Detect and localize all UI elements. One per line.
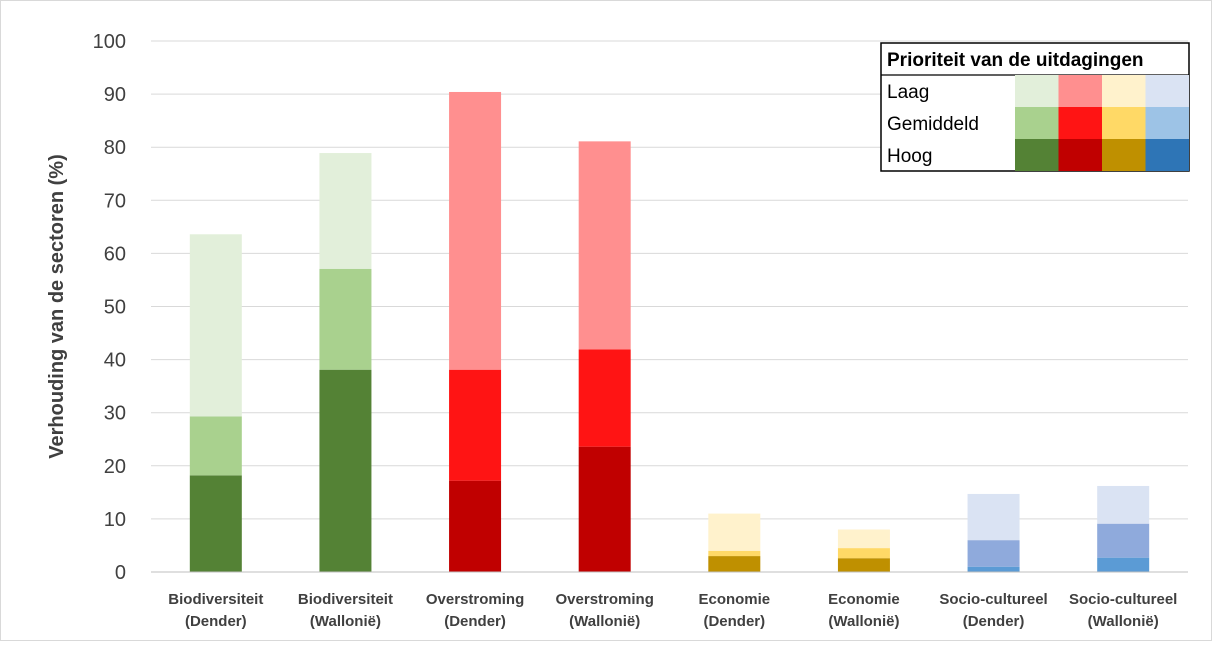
bar-segment-laag [449, 91, 502, 370]
bar-segment-hoog [967, 566, 1020, 572]
bar-segment-laag [189, 234, 242, 417]
bar-segment-gemiddeld [189, 416, 242, 476]
x-axis-ticks: Biodiversiteit (Dender) Biodiversiteit (Wal… [168, 591, 1177, 630]
bar-segment-hoog [449, 480, 502, 572]
bar-segment-gemiddeld [967, 540, 1020, 567]
legend-swatch [1145, 107, 1189, 139]
bar-segment-hoog [319, 369, 372, 572]
y-axis-label: Verhouding van de sectoren (%) [46, 154, 68, 459]
bar-segment-gemiddeld [449, 369, 502, 481]
bar-segment-gemiddeld [1097, 523, 1150, 558]
legend-row-label: Hoog [887, 146, 932, 167]
legend-swatch [1102, 107, 1146, 139]
bar-segment-hoog [837, 558, 890, 572]
legend-swatch [1058, 107, 1102, 139]
x-tick-label: Biodiversiteit (Dender) [168, 591, 263, 630]
bar-segment-hoog [1097, 557, 1150, 572]
bar-segment-gemiddeld [319, 268, 372, 370]
y-tick-label: 50 [104, 297, 126, 319]
y-tick-label: 100 [93, 31, 126, 53]
y-tick-label: 20 [104, 456, 126, 478]
x-tick-label: Biodiversiteit (Wallonië) [298, 591, 393, 630]
legend-swatch [1058, 75, 1102, 107]
legend-title: Prioriteit van de uitdagingen [887, 50, 1144, 71]
y-tick-label: 0 [115, 562, 126, 584]
bar-segment-hoog [189, 475, 242, 572]
x-tick-label: Economie (Wallonië) [828, 591, 900, 630]
y-tick-label: 80 [104, 137, 126, 159]
legend-swatch [1102, 139, 1146, 171]
bar-segment-hoog [578, 446, 631, 572]
bar-segment-laag [837, 529, 890, 549]
y-tick-label: 40 [104, 350, 126, 372]
bar-segment-laag [319, 153, 372, 269]
bars [189, 91, 1150, 572]
legend-swatch [1015, 107, 1059, 139]
legend: Prioriteit van de uitdagingen Laag Gemidde… [880, 42, 1190, 172]
x-tick-label: Overstroming (Wallonië) [556, 591, 654, 630]
legend-swatch [1058, 139, 1102, 171]
y-axis-ticks: 0 10 20 30 40 50 60 70 80 90 100 [93, 31, 126, 584]
y-tick-label: 70 [104, 190, 126, 212]
x-tick-label: Socio-cultureel (Wallonië) [1069, 591, 1177, 630]
y-tick-label: 90 [104, 84, 126, 106]
legend-row-label: Laag [887, 82, 929, 103]
legend-swatch [1145, 75, 1189, 107]
legend-row-label: Gemiddeld [887, 114, 979, 135]
legend-swatch [1015, 75, 1059, 107]
x-tick-label: Overstroming (Dender) [426, 591, 524, 630]
bar-segment-hoog [708, 556, 761, 572]
x-tick-label: Socio-cultureel (Dender) [939, 591, 1047, 630]
y-tick-label: 10 [104, 509, 126, 531]
legend-swatch [1145, 139, 1189, 171]
x-tick-label: Economie (Dender) [698, 591, 770, 630]
y-tick-label: 30 [104, 403, 126, 425]
y-tick-label: 60 [104, 243, 126, 265]
bar-segment-laag [708, 513, 761, 551]
legend-swatch [1015, 139, 1059, 171]
bar-segment-gemiddeld [578, 349, 631, 447]
bar-segment-laag [1097, 485, 1150, 524]
bar-segment-gemiddeld [708, 550, 761, 557]
bar-segment-gemiddeld [837, 548, 890, 559]
legend-swatch [1102, 75, 1146, 107]
bar-segment-laag [967, 493, 1020, 541]
bar-segment-laag [578, 141, 631, 350]
